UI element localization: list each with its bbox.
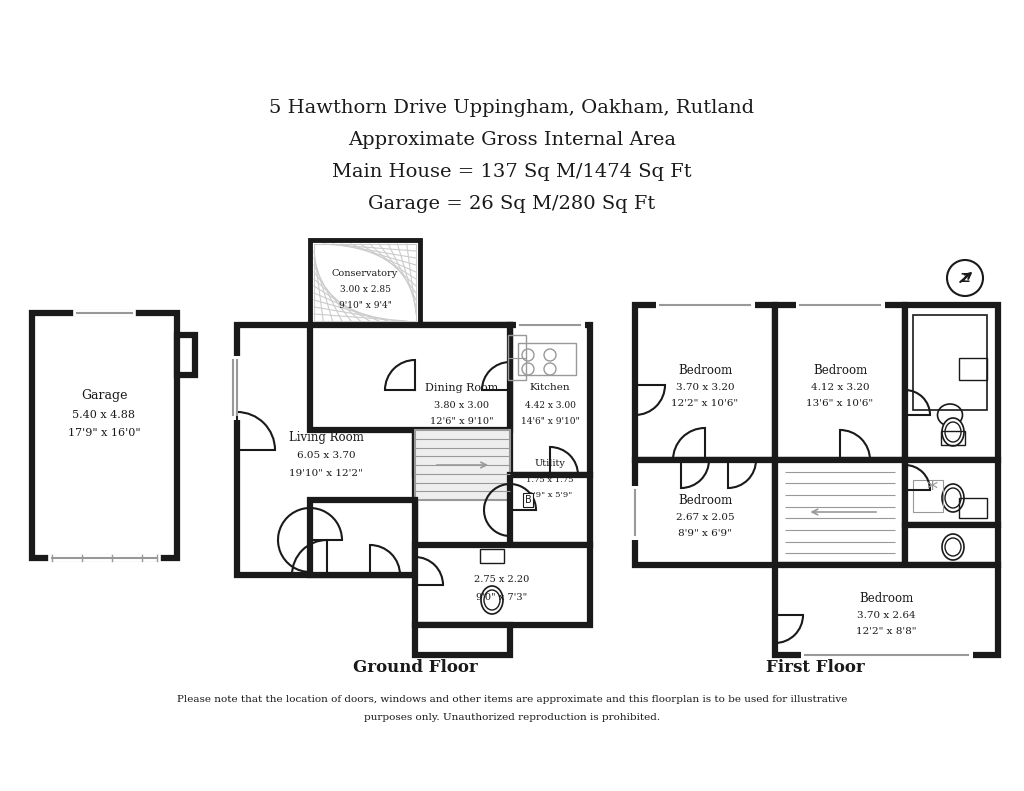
Ellipse shape	[942, 418, 964, 446]
Text: Living Room: Living Room	[289, 432, 364, 445]
Text: Main House = 137 Sq M/1474 Sq Ft: Main House = 137 Sq M/1474 Sq Ft	[332, 163, 692, 181]
Text: 3.70 x 3.20: 3.70 x 3.20	[676, 383, 734, 392]
Text: 4.42 x 3.00: 4.42 x 3.00	[524, 400, 575, 410]
Text: 19'10" x 12'2": 19'10" x 12'2"	[289, 468, 362, 478]
Bar	[415, 325, 510, 475]
Bar	[913, 480, 943, 512]
Bar	[510, 325, 590, 475]
Bar	[310, 500, 415, 575]
Bar	[415, 430, 510, 500]
Text: Bedroom: Bedroom	[859, 592, 913, 604]
Text: 5.40 x 4.88: 5.40 x 4.88	[73, 410, 135, 420]
Text: 5'9" x 5'9": 5'9" x 5'9"	[528, 491, 572, 499]
Text: Garage: Garage	[81, 388, 127, 402]
Bar	[905, 525, 998, 565]
Text: 2.75 x 2.20: 2.75 x 2.20	[474, 576, 529, 585]
Text: 13'6" x 10'6": 13'6" x 10'6"	[807, 399, 873, 408]
Text: First Floor: First Floor	[766, 660, 864, 676]
Text: Bedroom: Bedroom	[813, 364, 867, 377]
Bar	[775, 565, 998, 655]
Text: 9'0" x 7'3": 9'0" x 7'3"	[476, 592, 527, 601]
Bar	[32, 313, 177, 558]
Bar	[775, 305, 905, 460]
Text: Garage = 26 Sq M/280 Sq Ft: Garage = 26 Sq M/280 Sq Ft	[369, 195, 655, 213]
Text: 2.67 x 2.05: 2.67 x 2.05	[676, 513, 734, 521]
Text: 6.05 x 3.70: 6.05 x 3.70	[297, 452, 355, 460]
Text: Utility: Utility	[535, 459, 565, 467]
Bar	[310, 240, 420, 325]
Text: 12'2" x 10'6": 12'2" x 10'6"	[672, 399, 738, 408]
Text: Bedroom: Bedroom	[678, 494, 732, 506]
Text: B: B	[524, 495, 531, 505]
Text: 8'9" x 6'9": 8'9" x 6'9"	[678, 529, 732, 539]
Bar	[941, 431, 965, 445]
Text: Please note that the location of doors, windows and other items are approximate : Please note that the location of doors, …	[177, 695, 847, 705]
Text: Dining Room: Dining Room	[425, 383, 499, 393]
Bar	[415, 545, 590, 625]
Ellipse shape	[481, 586, 503, 614]
Text: 4.12 x 3.20: 4.12 x 3.20	[811, 383, 869, 392]
Bar	[959, 498, 987, 518]
Bar	[635, 460, 775, 565]
Bar	[510, 475, 590, 545]
Text: 5 Hawthorn Drive Uppingham, Oakham, Rutland: 5 Hawthorn Drive Uppingham, Oakham, Rutl…	[269, 99, 755, 117]
Bar	[177, 335, 195, 375]
Text: 12'6" x 9'10": 12'6" x 9'10"	[430, 417, 494, 426]
Text: Kitchen: Kitchen	[529, 384, 570, 392]
Text: 9'10" x 9'4": 9'10" x 9'4"	[339, 301, 391, 309]
Text: purposes only. Unauthorized reproduction is prohibited.: purposes only. Unauthorized reproduction…	[364, 713, 660, 722]
Text: 1.75 x 1.75: 1.75 x 1.75	[526, 476, 573, 484]
Ellipse shape	[942, 534, 964, 560]
Bar	[905, 305, 998, 460]
Text: 3.70 x 2.64: 3.70 x 2.64	[857, 611, 915, 619]
Bar	[518, 343, 575, 375]
Text: 3.00 x 2.85: 3.00 x 2.85	[340, 286, 390, 294]
Bar	[237, 325, 415, 575]
Text: 14'6" x 9'10": 14'6" x 9'10"	[520, 417, 580, 426]
Bar	[905, 460, 998, 525]
Bar	[508, 335, 526, 380]
Text: *: *	[927, 480, 938, 500]
Text: Bedroom: Bedroom	[678, 364, 732, 377]
Bar	[635, 305, 775, 460]
Text: Z: Z	[961, 271, 970, 285]
Bar	[913, 315, 987, 410]
Bar	[775, 460, 905, 565]
Text: 12'2" x 8'8": 12'2" x 8'8"	[856, 627, 916, 637]
Text: Conservatory: Conservatory	[332, 270, 398, 278]
Text: Approximate Gross Internal Area: Approximate Gross Internal Area	[348, 131, 676, 149]
Text: 17'9" x 16'0": 17'9" x 16'0"	[68, 428, 140, 438]
Bar	[415, 625, 510, 655]
Text: 3.80 x 3.00: 3.80 x 3.00	[434, 400, 489, 410]
Bar	[310, 325, 510, 430]
Ellipse shape	[942, 484, 964, 512]
Text: Ground Floor: Ground Floor	[352, 660, 477, 676]
Bar	[480, 549, 504, 563]
Bar	[959, 358, 987, 380]
